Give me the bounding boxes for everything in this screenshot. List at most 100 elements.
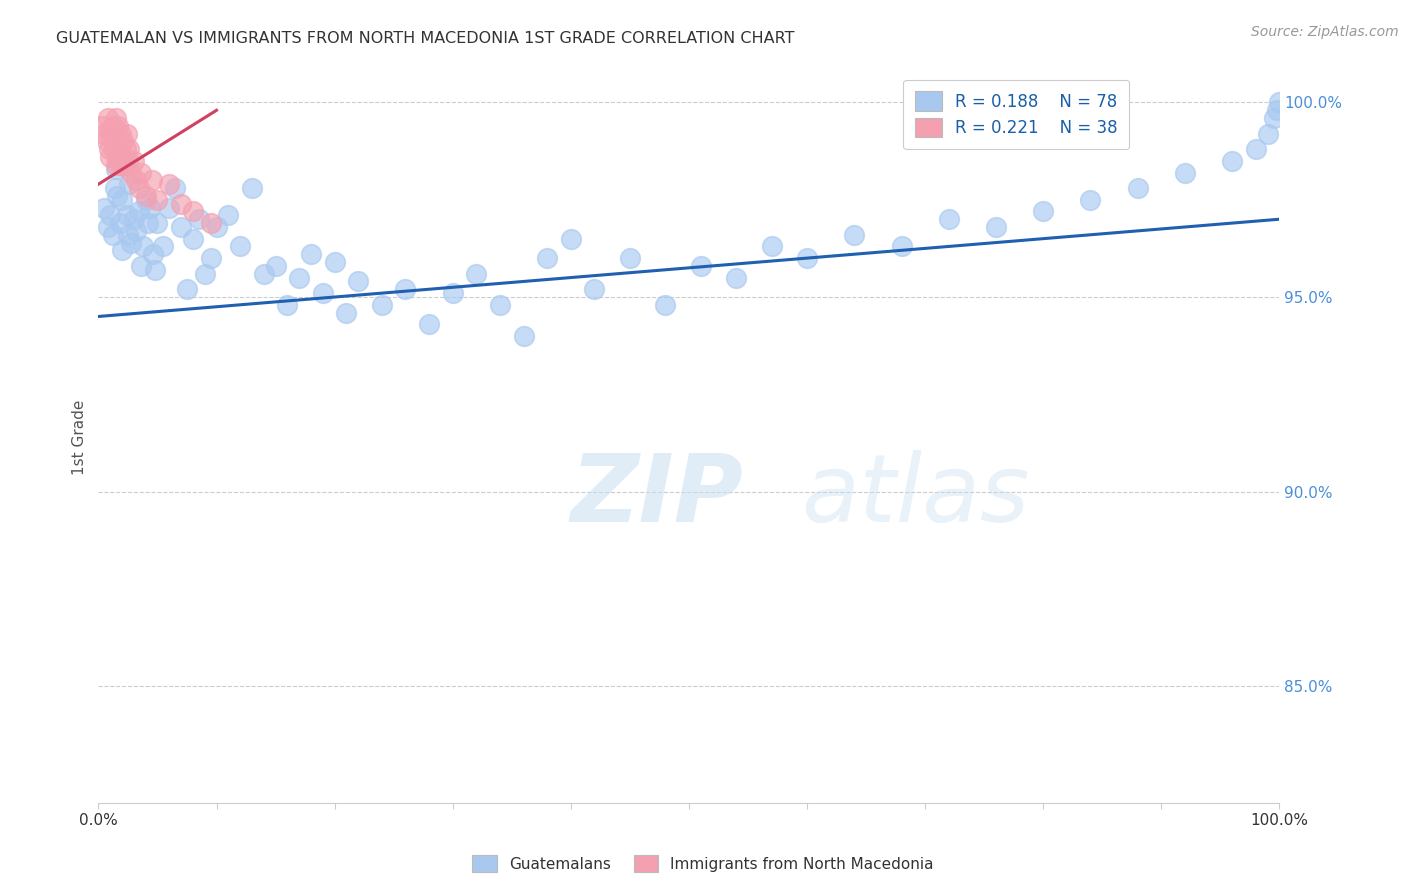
Point	[194, 267, 217, 281]
Point	[118, 142, 141, 156]
Point	[1220, 153, 1243, 168]
Point	[761, 239, 783, 253]
Point	[176, 282, 198, 296]
Point	[441, 286, 464, 301]
Point	[1174, 165, 1197, 179]
Point	[100, 130, 122, 145]
Point	[141, 173, 163, 187]
Point	[143, 262, 166, 277]
Point	[125, 224, 148, 238]
Point	[132, 239, 155, 253]
Point	[105, 189, 128, 203]
Point	[142, 247, 165, 261]
Point	[1244, 142, 1267, 156]
Point	[489, 298, 512, 312]
Point	[335, 305, 357, 319]
Point	[115, 208, 138, 222]
Point	[101, 227, 124, 242]
Point	[217, 208, 239, 222]
Point	[97, 219, 120, 234]
Point	[536, 251, 558, 265]
Point	[253, 267, 276, 281]
Point	[136, 216, 159, 230]
Point	[312, 286, 335, 301]
Point	[560, 232, 582, 246]
Y-axis label: 1st Grade: 1st Grade	[72, 400, 87, 475]
Point	[105, 111, 128, 125]
Point	[128, 204, 150, 219]
Point	[583, 282, 606, 296]
Point	[112, 158, 135, 172]
Point	[512, 329, 534, 343]
Point	[146, 216, 169, 230]
Point	[112, 153, 135, 168]
Point	[105, 158, 128, 172]
Text: ZIP: ZIP	[571, 450, 744, 541]
Point	[264, 259, 287, 273]
Point	[689, 259, 711, 273]
Point	[105, 150, 128, 164]
Point	[117, 153, 139, 168]
Point	[323, 255, 346, 269]
Point	[619, 251, 641, 265]
Point	[1257, 127, 1279, 141]
Point	[170, 219, 193, 234]
Point	[97, 111, 120, 125]
Point	[205, 219, 228, 234]
Legend: R = 0.188    N = 78, R = 0.221    N = 38: R = 0.188 N = 78, R = 0.221 N = 38	[904, 79, 1129, 149]
Point	[200, 216, 222, 230]
Point	[112, 135, 135, 149]
Point	[129, 259, 152, 273]
Point	[111, 193, 134, 207]
Point	[187, 212, 209, 227]
Point	[114, 142, 136, 156]
Point	[276, 298, 298, 312]
Point	[98, 208, 121, 222]
Point	[170, 196, 193, 211]
Point	[111, 150, 134, 164]
Point	[98, 122, 121, 136]
Point	[1263, 111, 1285, 125]
Point	[108, 158, 131, 172]
Point	[371, 298, 394, 312]
Point	[725, 270, 748, 285]
Point	[1268, 95, 1291, 110]
Point	[104, 127, 127, 141]
Point	[103, 142, 125, 156]
Point	[654, 298, 676, 312]
Point	[93, 127, 115, 141]
Point	[890, 239, 912, 253]
Point	[121, 165, 143, 179]
Point	[108, 142, 131, 156]
Point	[108, 216, 131, 230]
Point	[128, 181, 150, 195]
Point	[104, 181, 127, 195]
Point	[157, 201, 180, 215]
Point	[240, 181, 263, 195]
Point	[91, 119, 114, 133]
Text: Source: ZipAtlas.com: Source: ZipAtlas.com	[1251, 25, 1399, 39]
Point	[98, 150, 121, 164]
Point	[111, 244, 134, 258]
Point	[288, 270, 311, 285]
Point	[110, 127, 132, 141]
Point	[299, 247, 322, 261]
Point	[465, 267, 488, 281]
Point	[96, 135, 118, 149]
Point	[418, 318, 440, 332]
Point	[118, 177, 141, 191]
Point	[121, 235, 143, 250]
Point	[105, 135, 128, 149]
Point	[135, 193, 157, 207]
Point	[93, 201, 115, 215]
Legend: Guatemalans, Immigrants from North Macedonia: Guatemalans, Immigrants from North Maced…	[464, 847, 942, 880]
Text: GUATEMALAN VS IMMIGRANTS FROM NORTH MACEDONIA 1ST GRADE CORRELATION CHART: GUATEMALAN VS IMMIGRANTS FROM NORTH MACE…	[56, 31, 794, 46]
Point	[1126, 181, 1149, 195]
Point	[1265, 103, 1288, 118]
Point	[165, 181, 187, 195]
Point	[200, 251, 222, 265]
Point	[105, 161, 128, 176]
Point	[1080, 193, 1102, 207]
Point	[152, 239, 174, 253]
Point	[117, 227, 139, 242]
